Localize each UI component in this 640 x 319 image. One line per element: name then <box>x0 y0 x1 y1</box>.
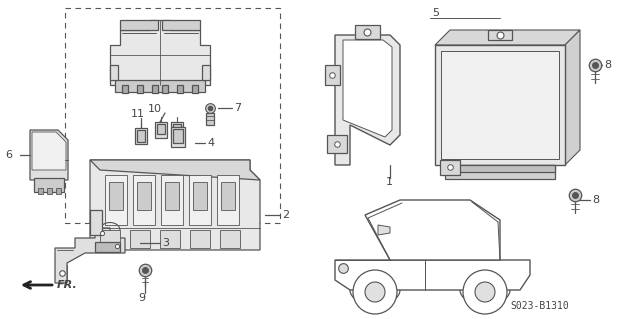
Bar <box>173 124 181 134</box>
Text: 1: 1 <box>386 177 393 187</box>
Bar <box>95 242 120 252</box>
Bar <box>193 182 207 210</box>
Text: 9: 9 <box>138 293 145 303</box>
Bar <box>445 165 555 172</box>
Polygon shape <box>217 175 239 225</box>
Polygon shape <box>435 30 580 45</box>
Polygon shape <box>365 200 500 260</box>
Circle shape <box>463 270 507 314</box>
Bar <box>155 122 167 138</box>
Circle shape <box>475 282 495 302</box>
Polygon shape <box>55 228 125 283</box>
Bar <box>34 178 64 192</box>
Polygon shape <box>90 160 260 180</box>
Bar <box>130 230 150 248</box>
Bar <box>441 51 559 159</box>
Polygon shape <box>133 175 155 225</box>
Text: 2: 2 <box>282 210 289 220</box>
Bar <box>221 182 235 210</box>
Text: FR.: FR. <box>57 280 77 290</box>
Bar <box>220 230 240 248</box>
Bar <box>355 25 380 39</box>
Polygon shape <box>335 35 400 165</box>
Bar <box>47 188 52 194</box>
Bar <box>435 45 565 165</box>
Bar <box>177 85 183 93</box>
Polygon shape <box>120 20 158 30</box>
Bar <box>190 230 210 248</box>
Polygon shape <box>162 20 200 30</box>
Bar <box>488 30 512 40</box>
Text: S023-B1310: S023-B1310 <box>510 301 569 311</box>
Circle shape <box>353 270 397 314</box>
Text: 5: 5 <box>432 8 439 18</box>
Bar <box>90 210 102 235</box>
Text: 11: 11 <box>131 109 145 119</box>
Polygon shape <box>335 260 530 290</box>
Text: 6: 6 <box>5 150 12 160</box>
Bar <box>122 85 128 93</box>
Polygon shape <box>105 175 127 225</box>
Bar <box>115 80 205 92</box>
Polygon shape <box>565 30 580 165</box>
Bar <box>325 65 340 85</box>
Text: 7: 7 <box>234 103 241 113</box>
Bar <box>327 135 347 153</box>
Bar <box>137 85 143 93</box>
Bar <box>445 165 555 179</box>
Bar <box>38 188 43 194</box>
Bar <box>109 182 123 210</box>
Text: 8: 8 <box>592 195 599 205</box>
Polygon shape <box>189 175 211 225</box>
Bar <box>165 182 179 210</box>
Bar <box>135 128 147 144</box>
Bar <box>152 85 158 93</box>
Bar <box>137 182 151 210</box>
Bar <box>65 8 280 223</box>
Bar <box>202 65 210 80</box>
Polygon shape <box>32 132 66 170</box>
Bar <box>440 160 460 175</box>
Text: 10: 10 <box>148 104 162 114</box>
Bar <box>100 230 120 248</box>
Circle shape <box>365 282 385 302</box>
Bar <box>157 124 165 134</box>
Bar <box>137 130 145 142</box>
Text: 4: 4 <box>207 138 214 148</box>
Bar <box>56 188 61 194</box>
Text: 3: 3 <box>162 238 169 248</box>
Bar <box>171 127 185 147</box>
Polygon shape <box>110 20 210 85</box>
Bar <box>110 65 118 80</box>
Polygon shape <box>30 130 68 180</box>
Bar <box>160 230 180 248</box>
Bar <box>162 85 168 93</box>
Polygon shape <box>343 40 392 137</box>
Bar <box>173 129 183 143</box>
Polygon shape <box>161 175 183 225</box>
Text: 8: 8 <box>604 60 611 70</box>
Bar <box>171 122 183 138</box>
Bar <box>192 85 198 93</box>
Bar <box>206 113 214 125</box>
Polygon shape <box>90 160 260 250</box>
Polygon shape <box>378 225 390 235</box>
